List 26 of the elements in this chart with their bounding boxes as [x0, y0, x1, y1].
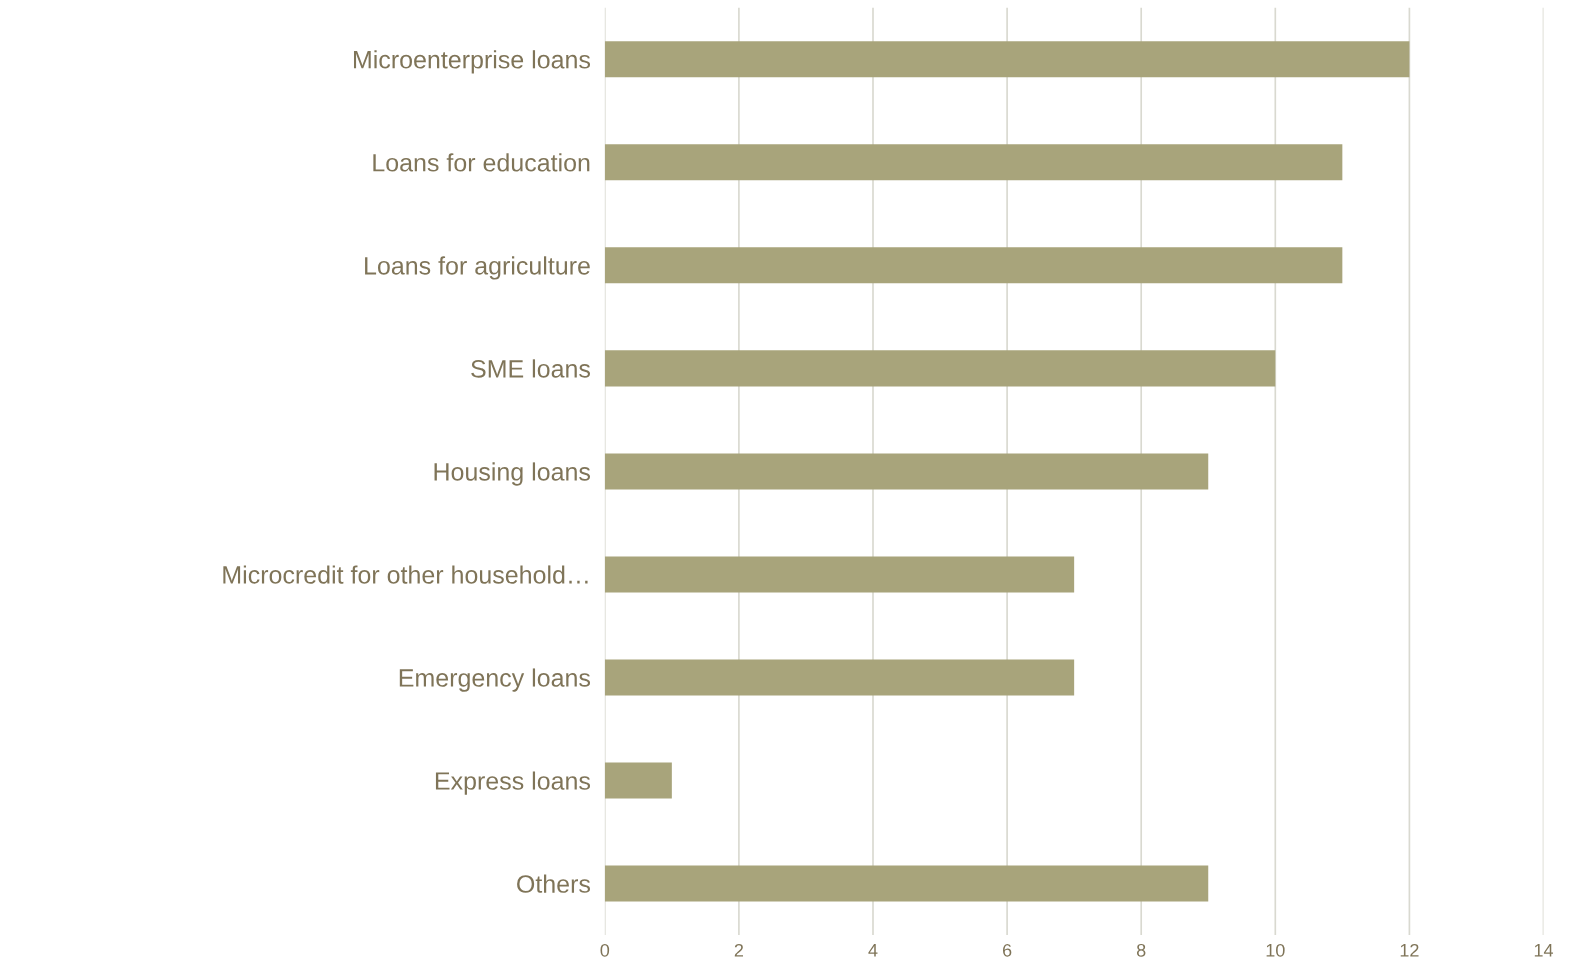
x-tick-label: 6	[1003, 943, 1012, 957]
x-tick-label: 8	[1136, 943, 1146, 957]
bar	[604, 556, 1075, 593]
bar	[604, 144, 1343, 181]
x-tick-label: 14	[1534, 944, 1554, 957]
bar	[604, 247, 1343, 284]
x-tick-label: 4	[868, 944, 878, 957]
bar	[604, 865, 1209, 902]
y-tick-label: Emergency loans	[399, 668, 591, 692]
bar	[604, 453, 1209, 490]
y-tick-label: SME loans	[471, 359, 591, 378]
y-tick-label: Housing loans	[434, 462, 591, 486]
y-tick-label: Microenterprise loans	[353, 50, 591, 74]
bar	[604, 659, 1075, 696]
bar	[604, 762, 672, 799]
x-tick-label: 12	[1400, 943, 1419, 957]
y-tick-label: Loans for education	[373, 153, 590, 172]
y-tick-label: Microcredit for other household…	[223, 565, 588, 584]
y-tick-label: Loans for agriculture	[365, 256, 590, 280]
y-tick-label: Others	[517, 874, 591, 893]
x-tick-label: 2	[734, 943, 744, 957]
x-tick-label: 10	[1266, 943, 1285, 957]
x-tick-label: 0	[600, 943, 610, 957]
y-tick-label: Express loans	[435, 771, 591, 795]
bar	[604, 41, 1410, 78]
bar	[604, 350, 1276, 387]
